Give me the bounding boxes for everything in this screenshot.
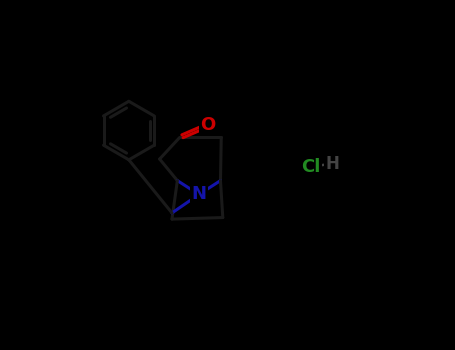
Text: H: H xyxy=(325,155,339,173)
Text: Cl: Cl xyxy=(301,158,320,176)
Text: O: O xyxy=(201,116,216,134)
Text: N: N xyxy=(192,186,207,203)
